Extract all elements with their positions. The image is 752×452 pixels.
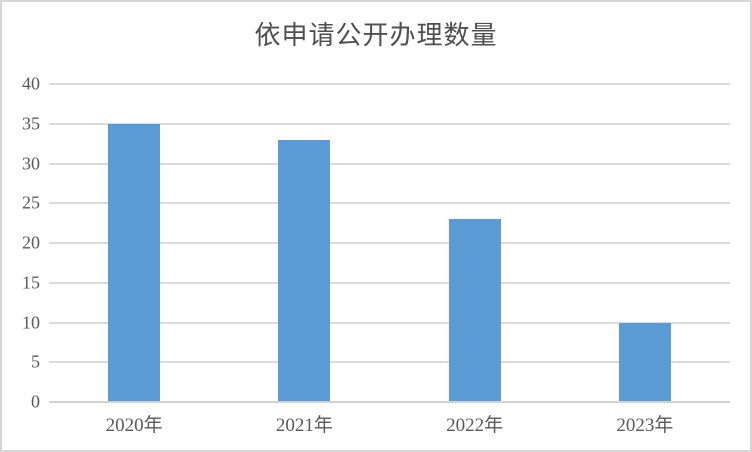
gridline-10 bbox=[49, 321, 730, 324]
gridline-30 bbox=[49, 162, 730, 165]
x-axis-label-2022年: 2022年 bbox=[446, 415, 504, 436]
y-axis-tick-label-30: 30 bbox=[22, 153, 40, 173]
bar-2021年 bbox=[278, 139, 331, 401]
gridline-15 bbox=[49, 281, 730, 284]
y-axis-tick-label-10: 10 bbox=[22, 312, 40, 332]
y-axis-tick-label-5: 5 bbox=[31, 351, 40, 372]
gridline-5 bbox=[49, 361, 730, 364]
x-axis-line bbox=[49, 401, 730, 403]
gridline-40 bbox=[49, 83, 730, 85]
bar-2023年 bbox=[618, 322, 671, 401]
y-axis-tick-label-40: 40 bbox=[22, 73, 40, 94]
y-axis-tick-label-0: 0 bbox=[31, 391, 40, 412]
y-axis-tick-label-35: 35 bbox=[22, 113, 40, 134]
y-axis-tick-label-15: 15 bbox=[22, 272, 40, 293]
x-axis-label-2021年: 2021年 bbox=[275, 415, 333, 436]
gridline-25 bbox=[49, 202, 730, 205]
x-axis-label-2020年: 2020年 bbox=[105, 415, 163, 436]
bar-2020年 bbox=[108, 123, 161, 401]
chart-title: 依申请公开办理数量 bbox=[254, 21, 498, 50]
y-axis-tick-label-25: 25 bbox=[22, 192, 40, 213]
x-axis-label-2023年: 2023年 bbox=[616, 415, 674, 436]
bar-2022年 bbox=[448, 219, 501, 401]
gridline-35 bbox=[49, 122, 730, 125]
y-axis-tick-label-20: 20 bbox=[22, 232, 40, 253]
gridline-20 bbox=[49, 242, 730, 244]
